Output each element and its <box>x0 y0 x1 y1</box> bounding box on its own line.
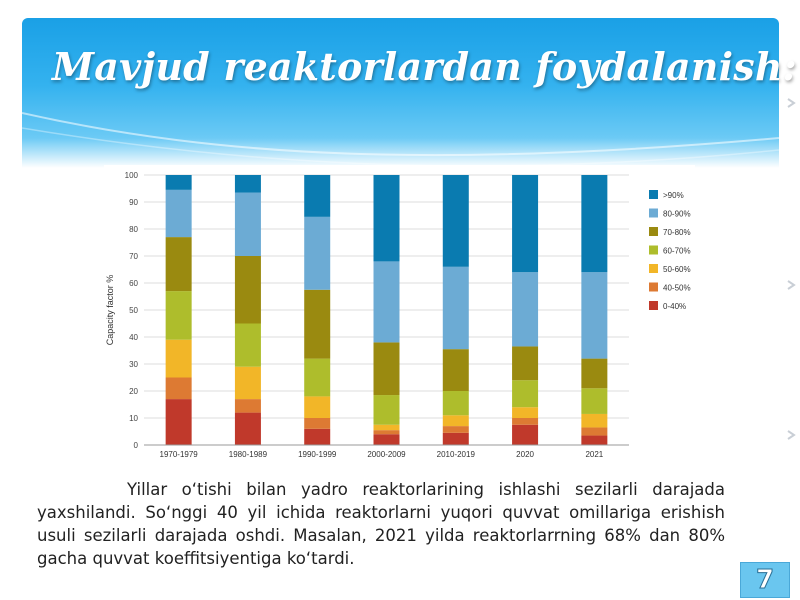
y-tick-label: 30 <box>129 360 138 369</box>
bar-segment <box>373 395 400 425</box>
bar-segment <box>373 434 400 445</box>
slide-header <box>22 18 779 168</box>
bar-segment <box>165 377 192 400</box>
bar-segment <box>304 358 331 397</box>
bar-segment <box>373 175 400 262</box>
bar-segment <box>234 192 261 256</box>
legend-swatch <box>649 190 658 199</box>
y-tick-label: 10 <box>129 414 138 423</box>
y-tick-label: 100 <box>125 171 139 180</box>
legend-label: 50-60% <box>663 265 691 274</box>
legend-swatch <box>649 301 658 310</box>
bar-segment <box>234 412 261 445</box>
legend-label: 70-80% <box>663 228 691 237</box>
y-tick-label: 50 <box>129 306 138 315</box>
bar-segment <box>304 428 331 445</box>
bar-segment <box>512 424 539 445</box>
bar-segment <box>165 175 192 190</box>
capacity-factor-chart: 0 10 20 30 40 50 60 70 80 90 100 Capacity factor % 1… <box>104 165 695 463</box>
y-tick-label: 70 <box>129 252 138 261</box>
bar-segment <box>165 189 192 238</box>
y-tick-label: 40 <box>129 333 138 342</box>
bar-segment <box>581 175 608 273</box>
legend-swatch <box>649 282 658 292</box>
legend-swatch <box>649 245 658 255</box>
legend-label: 0-40% <box>663 302 686 311</box>
chevron-right-icon <box>786 98 796 108</box>
bar-segment <box>373 342 400 396</box>
bar-segment <box>581 427 608 436</box>
x-tick-label: 1980-1989 <box>229 450 268 459</box>
chevron-right-icon <box>786 430 796 440</box>
bar-segment <box>373 424 400 431</box>
x-tick-label: 2010-2019 <box>437 450 476 459</box>
y-tick-label: 90 <box>129 198 138 207</box>
legend-swatch <box>649 264 658 273</box>
bar-segment <box>442 349 469 391</box>
bar-segment <box>165 339 192 378</box>
bar-segment <box>442 426 469 433</box>
bar-segment <box>442 432 469 445</box>
bar-segment <box>581 388 608 414</box>
bar-segment <box>304 396 331 418</box>
bar-segment <box>512 407 539 418</box>
x-tick-label: 1970-1979 <box>160 450 199 459</box>
bar-segment <box>581 272 608 359</box>
bar-segment <box>234 399 261 413</box>
bar-segment <box>442 266 469 350</box>
bar-segment <box>581 358 608 389</box>
bar-segment <box>234 256 261 324</box>
y-tick-label: 0 <box>134 441 139 450</box>
slide-body-text: Yillar o‘tishi bilan yadro reaktorlarini… <box>37 480 725 568</box>
legend-label: 60-70% <box>663 247 691 256</box>
y-tick-label: 80 <box>129 225 138 234</box>
x-tick-label: 2021 <box>585 450 603 459</box>
bar-segment <box>304 418 331 429</box>
bar-segment <box>304 289 331 359</box>
bar-segment <box>581 435 608 445</box>
bar-segment <box>165 237 192 292</box>
bar-segment <box>165 399 192 445</box>
page-number-badge: 7 <box>740 562 790 598</box>
bar-segment <box>512 175 539 273</box>
bar-segment <box>373 430 400 435</box>
x-tick-label: 2020 <box>516 450 534 459</box>
legend-label: 80-90% <box>663 210 691 219</box>
bar-segment <box>234 323 261 367</box>
bar-segment <box>512 418 539 425</box>
slide-title: Mavjud reaktorlardan foydalanish: <box>52 44 797 89</box>
legend-swatch <box>649 208 658 218</box>
bar-segment <box>304 216 331 290</box>
chart-canvas: 0 10 20 30 40 50 60 70 80 90 100 Capacity factor % 1… <box>105 171 691 459</box>
bar-segment <box>512 346 539 381</box>
bar-segment <box>512 380 539 408</box>
bar-segment <box>234 175 261 193</box>
y-tick-label: 20 <box>129 387 138 396</box>
bar-segment <box>373 261 400 343</box>
legend-label: >90% <box>663 191 684 200</box>
bar-segment <box>234 366 261 400</box>
chevron-right-icon <box>786 280 796 290</box>
bar-segment <box>304 175 331 217</box>
bar-segment <box>442 415 469 427</box>
header-swoosh <box>22 112 779 157</box>
bar-segment <box>581 413 608 428</box>
bar-segment <box>442 175 469 267</box>
header-decoration <box>22 112 779 167</box>
legend-label: 40-50% <box>663 284 691 293</box>
x-tick-label: 2000-2009 <box>367 450 406 459</box>
bar-segment <box>512 272 539 347</box>
legend-swatch <box>649 227 658 236</box>
bar-segment <box>165 291 192 340</box>
bar-segment <box>442 391 469 416</box>
y-axis-label: Capacity factor % <box>105 275 115 346</box>
x-tick-label: 1990-1999 <box>298 450 337 459</box>
header-swoosh-2 <box>22 127 779 167</box>
y-tick-label: 60 <box>129 279 138 288</box>
